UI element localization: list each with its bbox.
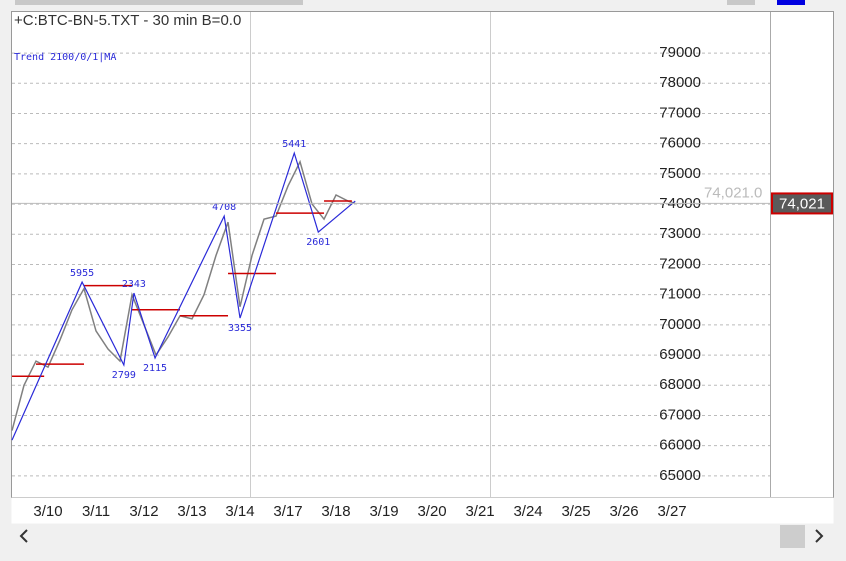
x-tick-label: 3/20: [417, 503, 446, 520]
y-tick-label: 72000: [659, 255, 701, 272]
x-tick-label: 3/17: [273, 503, 302, 520]
x-axis-band: [11, 497, 834, 524]
scrollbar[interactable]: [11, 524, 834, 549]
y-tick-label: 76000: [659, 135, 701, 152]
swing-label: 3355: [228, 323, 252, 334]
last-price-box: [771, 192, 833, 215]
y-tick-label: 75000: [659, 165, 701, 182]
y-tick-label: 67000: [659, 406, 701, 423]
last-price-text: 74,021.0: [704, 184, 762, 201]
scroll-right[interactable]: [815, 529, 824, 543]
x-tick-label: 3/14: [225, 503, 254, 520]
y-tick-label: 68000: [659, 376, 701, 393]
y-tick-label: 69000: [659, 346, 701, 363]
y-tick-label: 79000: [659, 44, 701, 61]
y-tick-label: 73000: [659, 225, 701, 242]
y-tick-label: 66000: [659, 437, 701, 454]
chart-title: +C:BTC-BN-5.TXT - 30 min B=0.0: [14, 12, 241, 29]
price-line: [11, 159, 356, 431]
x-tick-label: 3/24: [513, 503, 542, 520]
x-tick-label: 3/19: [369, 503, 398, 520]
plot-frame: [11, 11, 834, 498]
toolbar-button[interactable]: [777, 0, 805, 5]
toolbar-button[interactable]: [727, 0, 755, 5]
swing-label: 2799: [112, 370, 136, 381]
tab[interactable]: [15, 0, 303, 5]
y-tick-label: 65000: [659, 467, 701, 484]
swing-label: 5441: [282, 139, 306, 150]
y-tick-label: 78000: [659, 74, 701, 91]
scroll-left[interactable]: [19, 529, 28, 543]
x-tick-label: 3/13: [177, 503, 206, 520]
indicator-label: Trend 2100/0/1|MA: [14, 52, 116, 63]
swing-label: 2601: [306, 237, 330, 248]
x-tick-label: 3/10: [33, 503, 62, 520]
y-tick-label: 70000: [659, 316, 701, 333]
swing-label: 2343: [122, 279, 146, 290]
grid: 65000 66000 67000 68000 69000 70000 71000 72000…: [12, 44, 770, 520]
x-tick-label: 3/27: [657, 503, 686, 520]
swing-label: 5955: [70, 268, 94, 279]
last-price-label: 74,021: [779, 195, 825, 212]
swing-label: 4708: [212, 202, 236, 213]
x-tick-label: 3/25: [561, 503, 590, 520]
scroll-thumb[interactable]: [780, 525, 805, 548]
x-tick-label: 3/26: [609, 503, 638, 520]
x-tick-label: 3/11: [82, 503, 110, 520]
y-tick-label: 71000: [659, 286, 701, 303]
trend-zigzag: [11, 151, 356, 441]
x-tick-label: 3/18: [321, 503, 350, 520]
swing-label: 2115: [143, 363, 167, 374]
x-tick-label: 3/12: [129, 503, 158, 520]
x-tick-label: 3/21: [465, 503, 494, 520]
y-tick-label: 77000: [659, 104, 701, 121]
plot: 5955 2799 2343 2115 4708 3355 5441 2601 74,021.0…: [11, 139, 833, 441]
